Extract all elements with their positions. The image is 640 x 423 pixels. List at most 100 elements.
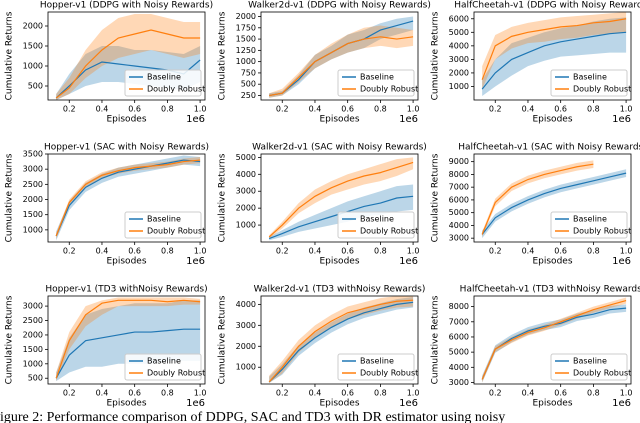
chart-title: Hopper-v1 (DDPG with Noisy Rewards) [40, 1, 213, 11]
y-tick-label: 1500 [23, 210, 43, 219]
subplot: HalfCheetah-v1 (DDPG with Noisy Rewards)… [431, 1, 640, 126]
x-tick-label: 0.6 [128, 105, 141, 114]
x-tick-label: 0.6 [341, 247, 354, 256]
x-axis-label: Episodes [532, 115, 572, 125]
x-offset-label: 1e6 [186, 114, 205, 125]
series-line [55, 299, 201, 379]
legend-box [550, 211, 628, 239]
caption: igure 2: Performance comparison of DDPG,… [0, 410, 505, 423]
confidence-band [482, 304, 627, 383]
x-tick-label: 1.0 [620, 247, 633, 256]
chart-title: Walker2d-v1 (SAC with Noisy Rewards) [252, 143, 427, 153]
series-line [268, 299, 414, 383]
y-tick-label: 3000 [23, 302, 43, 311]
legend-label: Doubly Robust [573, 369, 631, 378]
x-tick-label: 0.2 [63, 105, 76, 114]
series-line [481, 18, 627, 80]
chart-title: Hopper-v1 (SAC with Noisy Rewards) [44, 143, 209, 153]
x-tick-label: 0.2 [489, 105, 502, 114]
chart-title: HalfCheetah-v1 (DDPG with Noisy Rewards) [454, 1, 640, 11]
y-tick-label: 500 [28, 374, 43, 383]
y-tick-label: 1000 [23, 359, 43, 368]
legend-label: Doubly Robust [147, 369, 205, 378]
y-tick-label: 500 [241, 80, 256, 89]
x-tick-label: 1.0 [194, 247, 207, 256]
series-line [55, 159, 201, 237]
y-axis-label: Cumulative Returns [218, 153, 228, 242]
y-axis-label: Cumulative Returns [431, 11, 441, 100]
y-tick-label: 9000 [449, 157, 469, 166]
y-tick-label: 1000 [449, 82, 469, 91]
subplot: HalfCheetah-v1 (TD3 withNoisy Rewards) 30… [431, 285, 640, 410]
legend-box [550, 69, 628, 97]
x-tick-label: 1.0 [407, 247, 420, 256]
subplot: Hopper-v1 (SAC with Noisy Rewards) 1000 15… [5, 143, 210, 268]
chart-title: Walker2d-v1 (TD3 withNoisy Rewards) [254, 285, 426, 295]
x-offset-label: 1e6 [612, 398, 631, 409]
x-tick-label: 0.4 [309, 105, 322, 114]
x-tick-label: 0.4 [309, 247, 322, 256]
confidence-band [269, 297, 414, 383]
y-axis-label: Cumulative Returns [5, 295, 15, 384]
x-offset-label: 1e6 [612, 114, 631, 125]
confidence-band [56, 297, 201, 382]
y-tick-label: 1500 [23, 42, 43, 51]
x-tick-label: 0.8 [587, 247, 600, 256]
subplot: Hopper-v1 (TD3 withNoisy Rewards) 500 1000… [5, 285, 208, 410]
legend-label: Baseline [573, 215, 607, 224]
series-line [55, 159, 201, 237]
y-tick-label: 1500 [23, 345, 43, 354]
y-tick-label: 1000 [23, 225, 43, 234]
legend-label: Doubly Robust [573, 85, 631, 94]
confidence-band [56, 14, 201, 100]
y-tick-label: 2000 [23, 330, 43, 339]
legend-label: Baseline [360, 357, 394, 366]
x-tick-label: 1.0 [194, 389, 207, 398]
subplot: Walker2d-v1 (TD3 withNoisy Rewards) 1000 2… [218, 285, 426, 410]
x-tick-label: 0.8 [161, 105, 174, 114]
y-tick-label: 8000 [449, 302, 469, 311]
x-tick-label: 0.2 [276, 247, 289, 256]
x-axis-label: Episodes [532, 399, 572, 409]
y-tick-label: 7000 [449, 317, 469, 326]
x-tick-label: 0.6 [554, 247, 567, 256]
y-tick-label: 4000 [449, 221, 469, 230]
plot-frame [473, 153, 632, 243]
x-offset-label: 1e6 [186, 398, 205, 409]
x-tick-label: 1.0 [620, 105, 633, 114]
x-tick-label: 0.2 [489, 247, 502, 256]
y-tick-label: 4000 [236, 170, 256, 179]
x-offset-label: 1e6 [612, 256, 631, 267]
x-tick-label: 0.8 [374, 105, 387, 114]
y-tick-label: 3000 [236, 187, 256, 196]
x-tick-label: 0.6 [554, 105, 567, 114]
legend-box [550, 353, 628, 381]
plot-frame [260, 295, 419, 385]
y-tick-label: 3000 [449, 55, 469, 64]
legend-box [337, 211, 415, 239]
y-tick-label: 7000 [449, 183, 469, 192]
y-tick-label: 2000 [23, 22, 43, 31]
y-tick-label: 1000 [236, 221, 256, 230]
y-tick-label: 4000 [449, 363, 469, 372]
x-tick-label: 0.6 [554, 389, 567, 398]
plot-frame [260, 11, 419, 101]
legend-label: Baseline [360, 215, 394, 224]
x-tick-label: 0.4 [96, 389, 109, 398]
y-tick-label: 3000 [23, 165, 43, 174]
y-axis-label: Cumulative Returns [5, 11, 15, 100]
series-line [268, 161, 414, 238]
chart-title: Walker2d-v1 (DDPG with Noisy Rewards) [248, 1, 431, 11]
legend-label: Doubly Robust [147, 85, 205, 94]
y-tick-label: 1750 [236, 23, 256, 32]
y-tick-label: 750 [241, 68, 256, 77]
subplot: Walker2d-v1 (DDPG with Noisy Rewards) 250… [218, 1, 431, 126]
legend-box [337, 69, 415, 97]
y-axis-label: Cumulative Returns [431, 153, 441, 242]
plot-frame [47, 153, 206, 243]
legend-label: Baseline [147, 357, 181, 366]
plot-frame [260, 153, 419, 243]
legend-label: Baseline [147, 215, 181, 224]
y-tick-label: 5000 [236, 153, 256, 162]
